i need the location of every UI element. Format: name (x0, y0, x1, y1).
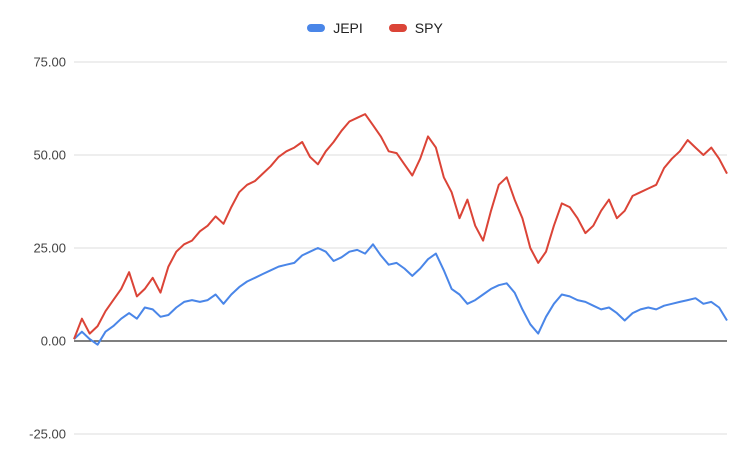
legend-item-jepi[interactable]: JEPI (307, 20, 363, 36)
chart-grid (74, 61, 727, 435)
chart-legend: JEPI SPY (0, 20, 750, 36)
y-tick-label: 50.00 (33, 148, 66, 163)
legend-swatch-spy (388, 24, 407, 32)
legend-swatch-jepi (307, 24, 326, 32)
y-tick-label: 75.00 (33, 55, 66, 70)
legend-item-spy[interactable]: SPY (388, 20, 443, 36)
legend-label-jepi: JEPI (333, 20, 363, 36)
y-tick-label: 0.00 (41, 334, 66, 349)
series-line-spy[interactable] (73, 113, 728, 340)
legend-label-spy: SPY (414, 20, 443, 36)
chart-series (73, 113, 728, 346)
y-axis-ticks: 75.00 50.00 25.00 0.00 -25.00 (29, 55, 66, 442)
series-line-jepi[interactable] (73, 243, 728, 346)
y-tick-label: -25.00 (29, 427, 66, 442)
y-tick-label: 25.00 (33, 241, 66, 256)
